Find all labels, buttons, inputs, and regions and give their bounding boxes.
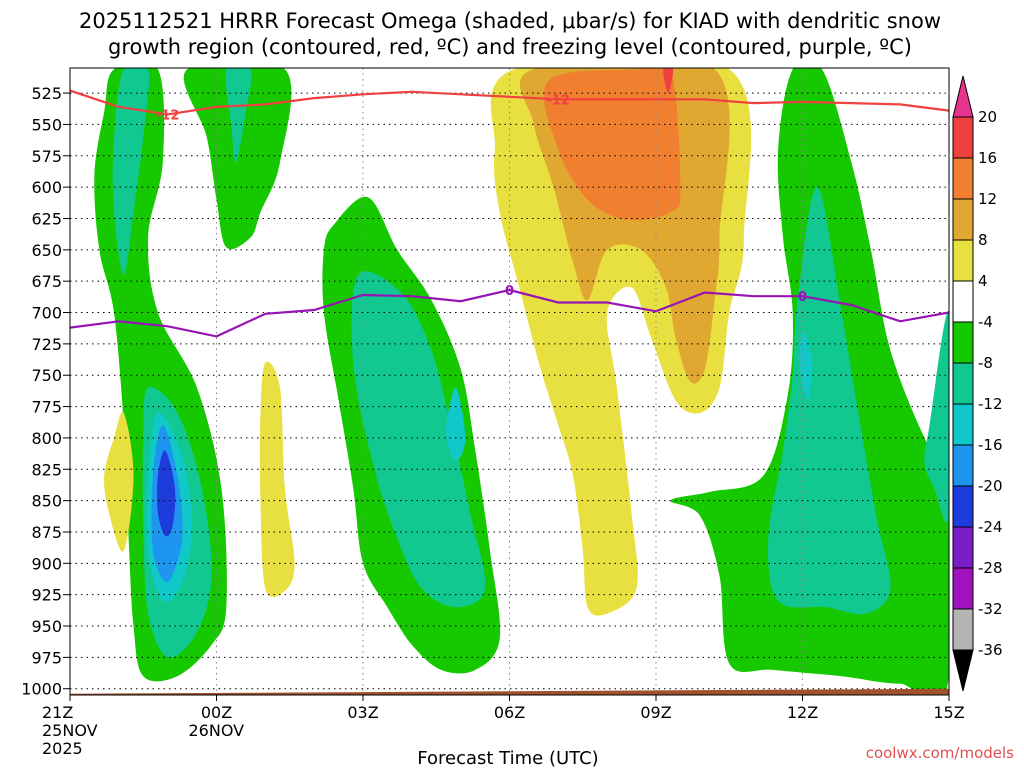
x-tick-date: 25NOV — [42, 721, 98, 740]
y-tick-label: 625 — [31, 209, 62, 228]
colorbar-top-arrow — [952, 75, 974, 118]
colorbar-swatch — [952, 321, 974, 364]
chart-title-line1: 2025112521 HRRR Forecast Omega (shaded, … — [79, 9, 941, 33]
omega-region-yellow-blob-a — [104, 411, 134, 552]
x-tick-label: 15Z — [933, 703, 964, 722]
y-tick-label: 675 — [31, 272, 62, 291]
y-tick-label: 750 — [31, 366, 62, 385]
omega-region-yellow-blob-b — [259, 361, 295, 598]
freezing-level-contour-line — [70, 288, 949, 338]
dgz-minus12-contour-label: -12 — [156, 108, 180, 123]
dgz-minus12-contour-label: -12 — [547, 93, 571, 108]
y-tick-label: 925 — [31, 586, 62, 605]
omega-region-left-teal-upper — [112, 68, 150, 275]
x-tick-label: 21Z — [42, 703, 73, 722]
y-tick-label: 850 — [31, 492, 62, 511]
terrain-layer — [70, 688, 949, 695]
omega-region-red-tip — [663, 68, 674, 94]
colorbar-swatch — [952, 157, 974, 200]
colorbar-label: 20 — [978, 108, 997, 126]
colorbar-swatch — [952, 485, 974, 528]
colorbar-swatch — [952, 362, 974, 405]
colorbar-label: 4 — [978, 272, 988, 290]
y-tick-label: 600 — [31, 178, 62, 197]
colorbar-label: -36 — [978, 641, 1003, 659]
y-tick-label: 725 — [31, 335, 62, 354]
y-tick-label: 775 — [31, 398, 62, 417]
omega-region-orange-core — [543, 68, 681, 221]
chart-title-line2: growth region (contoured, red, ºC) and f… — [108, 35, 912, 59]
colorbar-swatch — [952, 567, 974, 610]
x-tick-year: 2025 — [42, 739, 83, 758]
omega-region-center-teal — [351, 271, 486, 608]
omega-region-center-cyan — [446, 387, 466, 461]
omega-region-right-teal — [768, 187, 891, 615]
colorbar-label: -12 — [978, 395, 1003, 413]
y-tick-label: 825 — [31, 460, 62, 479]
x-tick-label: 06Z — [494, 703, 525, 722]
dgz-minus12-contour-line — [70, 89, 949, 116]
x-tick-label: 12Z — [787, 703, 818, 722]
colorbar: 20 16 12 8 4 -4 -8 -12 -16 -20 -24 -28 -32 -36 — [952, 75, 1003, 692]
colorbar-label: -28 — [978, 559, 1003, 577]
y-tick-label: 550 — [31, 115, 62, 134]
colorbar-swatch — [952, 198, 974, 241]
colorbar-swatch — [952, 526, 974, 569]
omega-shading — [94, 68, 949, 695]
grid-lines — [70, 68, 949, 695]
colorbar-label: -20 — [978, 477, 1003, 495]
colorbar-swatch — [952, 239, 974, 282]
colorbar-label: -24 — [978, 518, 1003, 536]
colorbar-label: 12 — [978, 190, 997, 208]
y-tick-label: 975 — [31, 648, 62, 667]
colorbar-swatch — [952, 444, 974, 487]
y-tick-label: 875 — [31, 523, 62, 542]
colorbar-label: 16 — [978, 149, 997, 167]
colorbar-swatch — [952, 280, 974, 323]
terrain-fill — [70, 688, 949, 695]
y-tick-label: 575 — [31, 147, 62, 166]
y-tick-label: 800 — [31, 429, 62, 448]
colorbar-label: 8 — [978, 231, 988, 249]
y-tick-label: 650 — [31, 241, 62, 260]
x-tick-label: 09Z — [640, 703, 671, 722]
omega-region-upper-green-lobe — [183, 68, 292, 250]
y-tick-label: 900 — [31, 554, 62, 573]
y-tick-label: 525 — [31, 84, 62, 103]
omega-region-right-edge-teal — [924, 311, 949, 523]
x-tick-label: 03Z — [347, 703, 378, 722]
colorbar-swatch — [952, 608, 974, 651]
omega-region-upper-teal-lobe — [225, 68, 252, 163]
colorbar-swatch — [952, 403, 974, 446]
colorbar-label: -32 — [978, 600, 1003, 618]
x-tick-label: 00Z — [201, 703, 232, 722]
x-axis-label: Forecast Time (UTC) — [417, 748, 598, 768]
y-tick-label: 950 — [31, 617, 62, 636]
credit-link[interactable]: coolwx.com/models — [866, 744, 1014, 762]
y-axis: 525 550 575 600 625 650 675 700 725 750 775 800 825 8… — [21, 84, 70, 699]
colorbar-label: -8 — [978, 354, 993, 372]
colorbar-swatch — [952, 116, 974, 159]
y-tick-label: 700 — [31, 304, 62, 323]
colorbar-bottom-arrow — [952, 649, 974, 692]
colorbar-label: -16 — [978, 436, 1003, 454]
x-tick-date: 26NOV — [189, 721, 245, 740]
freezing-level-contour-label: 0 — [505, 284, 514, 299]
freezing-level-contour-label: 0 — [798, 290, 807, 305]
colorbar-label: -4 — [978, 313, 993, 331]
y-tick-label: 1000 — [21, 680, 62, 699]
temperature-contours: -12 -12 0 0 — [70, 89, 949, 338]
omega-region-left-darkblue — [157, 450, 176, 537]
